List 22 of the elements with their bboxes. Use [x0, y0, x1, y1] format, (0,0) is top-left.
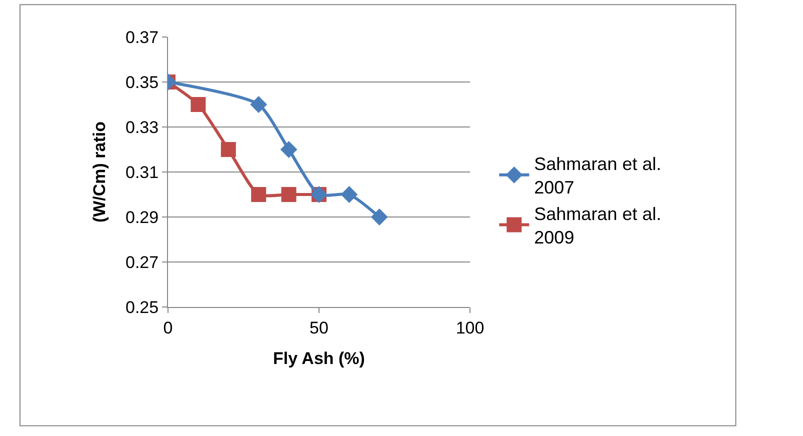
y-tick-label: 0.31 [126, 162, 159, 182]
legend-label: Sahmaran et al. 2007 [534, 154, 662, 198]
point [250, 96, 268, 113]
x-tick-label: 100 [456, 318, 484, 338]
point [220, 142, 236, 157]
y-tick-label: 0.35 [126, 72, 159, 92]
point [370, 208, 388, 226]
legend-label: Sahmaran et al. 2009 [534, 204, 662, 248]
x-tick-label: 50 [310, 318, 328, 338]
point [251, 187, 266, 202]
y-tick-label: 0.37 [126, 28, 159, 47]
point [190, 97, 206, 112]
y-tick-label: 0.29 [126, 208, 159, 227]
y-tick-label: 0.25 [126, 298, 159, 317]
point [280, 141, 298, 158]
point [281, 187, 296, 202]
y-axis-title: (W/Cm) ratio [90, 121, 110, 223]
x-tick-label: 0 [163, 318, 173, 338]
y-tick-label: 0.27 [126, 252, 159, 272]
x-axis-title: Fly Ash (%) [273, 348, 365, 368]
point [340, 186, 358, 203]
y-tick-label: 0.33 [126, 118, 159, 137]
